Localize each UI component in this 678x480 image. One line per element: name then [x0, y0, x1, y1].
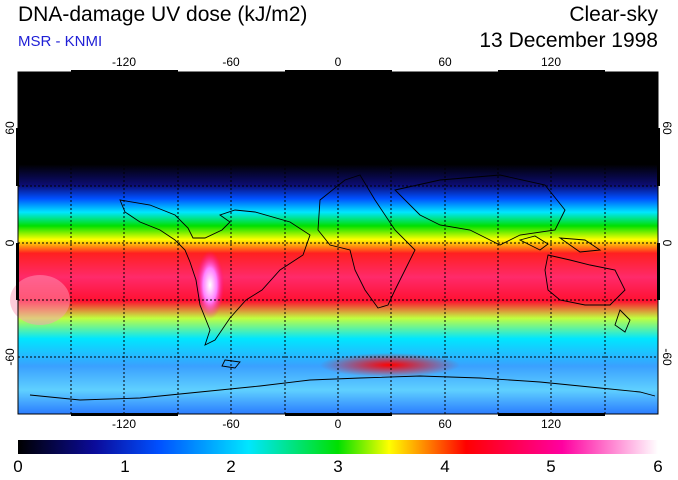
lat-ticks-left: 60 0 -60 [3, 121, 17, 366]
map-date: 13 December 1998 [479, 29, 658, 52]
sky-condition: Clear-sky [569, 3, 658, 26]
tick-left-minus60: -60 [3, 348, 17, 366]
colorbar-label-1: 1 [120, 457, 130, 476]
lat-ticks-right: 60 0 -60 [660, 121, 674, 366]
colorbar-label-6: 6 [653, 457, 663, 476]
colorbar [18, 440, 658, 454]
map-title: DNA-damage UV dose (kJ/m2) [18, 3, 308, 26]
tick-right-0: 0 [660, 240, 674, 247]
coastlines [29, 174, 656, 401]
tick-top-minus120: -120 [112, 55, 136, 69]
frame-scale-bars [16, 70, 660, 416]
tick-top-0: 0 [335, 55, 342, 69]
lon-ticks-top: -120 -60 0 60 120 [112, 55, 561, 69]
colorbar-label-2: 2 [226, 457, 236, 476]
data-source: MSR - KNMI [18, 33, 103, 50]
tick-top-120: 120 [541, 55, 561, 69]
tick-right-minus60: -60 [660, 348, 674, 366]
colorbar-label-5: 5 [546, 457, 556, 476]
tick-left-0: 0 [3, 239, 17, 246]
tick-bottom-60: 60 [438, 417, 452, 431]
tick-bottom-0: 0 [335, 417, 342, 431]
uv-maximum-region [320, 353, 460, 377]
tick-right-60: 60 [660, 121, 674, 135]
tick-bottom-minus120: -120 [112, 417, 136, 431]
andes-uv-peak [196, 251, 224, 319]
tick-bottom-minus60: -60 [222, 417, 240, 431]
lon-ticks-bottom: -120 -60 0 60 120 [112, 417, 561, 431]
tick-bottom-120: 120 [541, 417, 561, 431]
colorbar-label-0: 0 [13, 457, 23, 476]
tick-top-minus60: -60 [222, 55, 240, 69]
lat-lon-grid [18, 72, 658, 414]
colorbar-label-3: 3 [333, 457, 343, 476]
tick-top-60: 60 [438, 55, 452, 69]
colorbar-label-4: 4 [440, 457, 450, 476]
tick-left-60: 60 [3, 121, 17, 135]
